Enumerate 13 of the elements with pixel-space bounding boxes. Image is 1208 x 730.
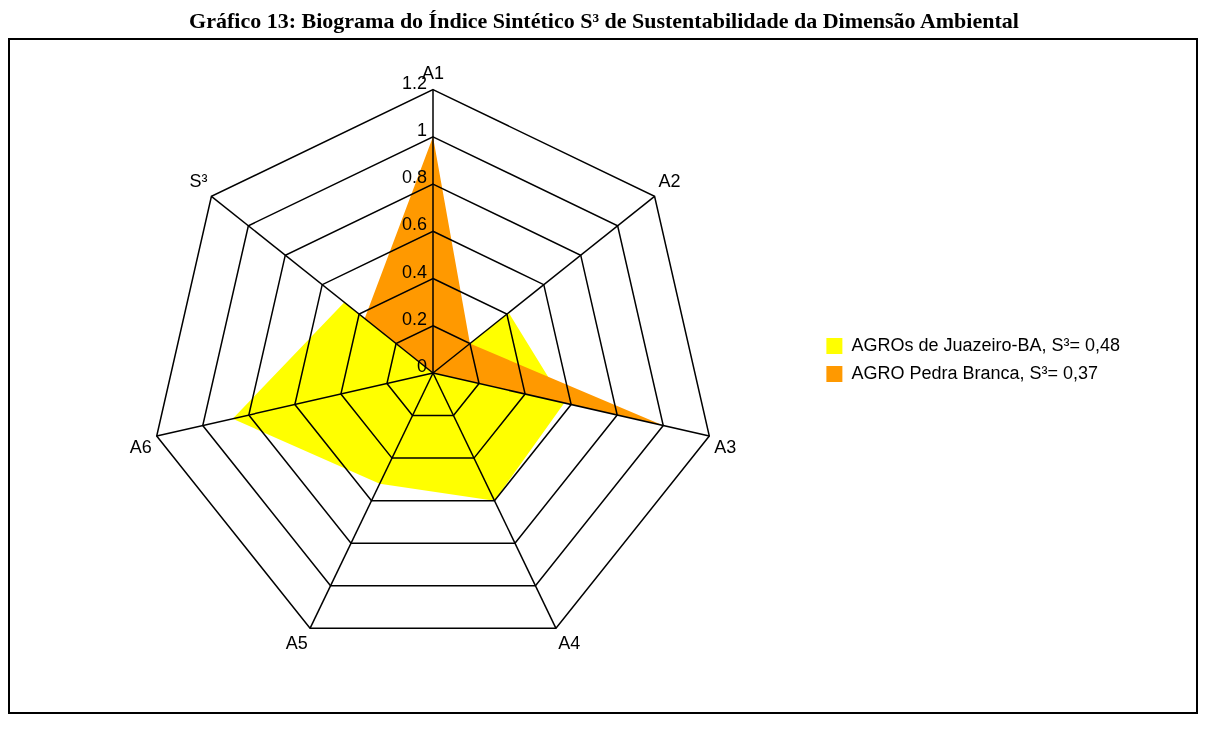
- y-tick-label: 0.4: [401, 261, 427, 282]
- chart-title: Gráfico 13: Biograma do Índice Sintético S³ de Sustentabilidade da Dimensão Ambiental: [188, 8, 1020, 34]
- spoke-label: A5: [285, 632, 308, 653]
- spoke-label: A2: [658, 171, 681, 192]
- y-tick-label: 0.2: [401, 308, 427, 329]
- y-tick-label: 1: [416, 119, 427, 140]
- spoke-label: S³: [189, 171, 208, 192]
- y-tick-label: 0.6: [401, 214, 427, 235]
- spoke-label: A6: [129, 436, 152, 457]
- spoke-label: A3: [714, 436, 737, 457]
- legend-label: AGRO Pedra Branca, S³= 0,37: [851, 362, 1098, 383]
- legend-label: AGROs de Juazeiro-BA, S³= 0,48: [851, 334, 1120, 355]
- spoke-label: A4: [558, 632, 581, 653]
